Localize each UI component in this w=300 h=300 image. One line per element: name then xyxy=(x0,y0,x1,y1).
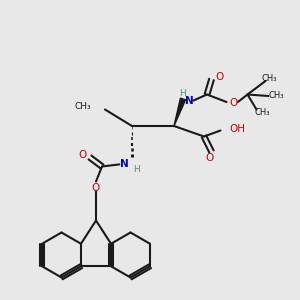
Text: CH₃: CH₃ xyxy=(268,92,284,100)
Text: CH₃: CH₃ xyxy=(75,102,92,111)
Text: O: O xyxy=(78,149,87,160)
Text: N: N xyxy=(184,95,194,106)
Text: OH: OH xyxy=(229,124,245,134)
Text: N: N xyxy=(120,159,129,170)
Text: H: H xyxy=(180,89,186,98)
Text: H: H xyxy=(133,165,140,174)
Text: O: O xyxy=(215,71,223,82)
Text: CH₃: CH₃ xyxy=(261,74,277,82)
Text: O: O xyxy=(91,183,100,193)
Text: O: O xyxy=(206,153,214,163)
Text: CH₃: CH₃ xyxy=(255,108,270,117)
Text: O: O xyxy=(229,98,237,108)
Polygon shape xyxy=(174,98,186,126)
